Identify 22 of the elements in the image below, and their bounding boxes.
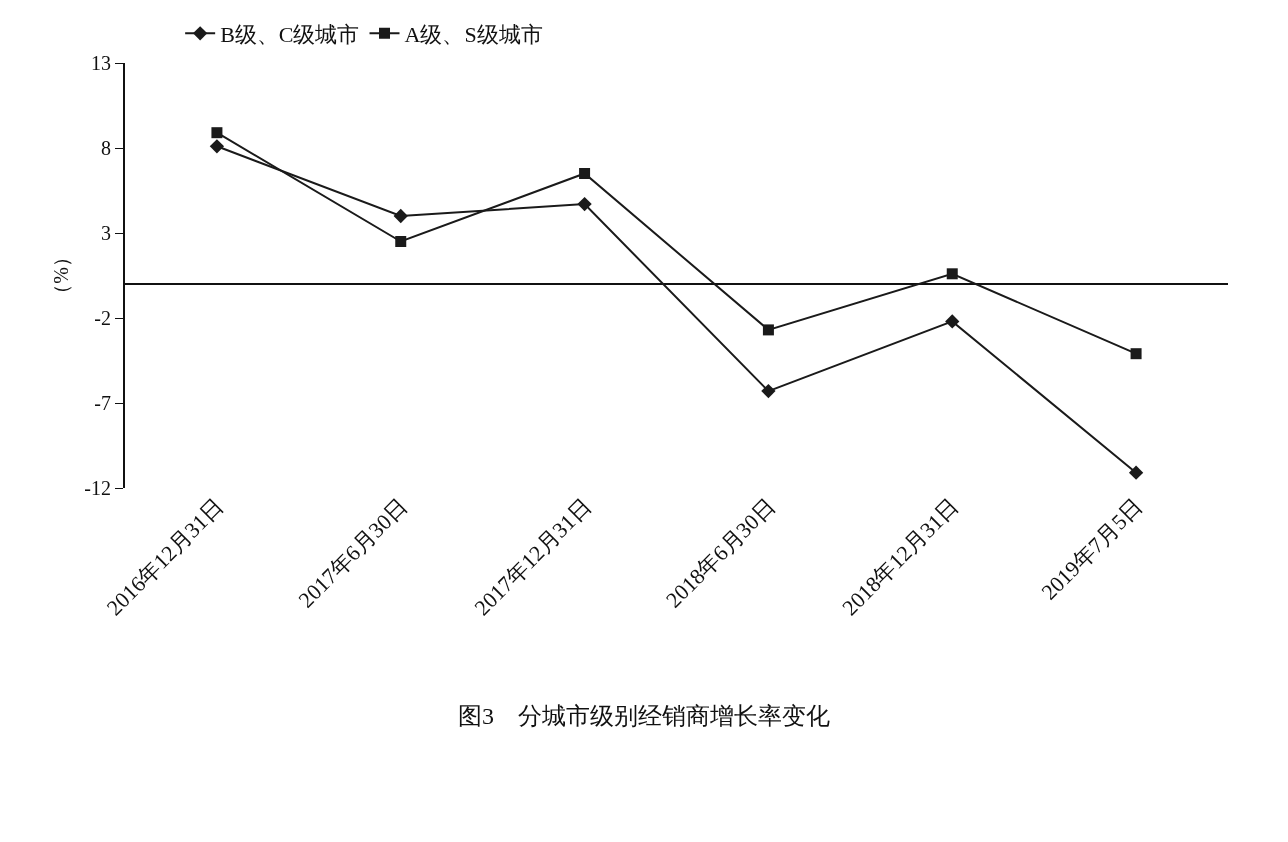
point — [762, 324, 774, 336]
point — [393, 208, 408, 224]
point — [577, 196, 592, 212]
point — [945, 314, 960, 329]
point — [395, 236, 407, 247]
y-axis-title: （%） — [50, 247, 73, 304]
text: 图3 分城市级别经销商增长率变化 — [458, 703, 830, 730]
legend-label: A级、S级城市 — [404, 21, 543, 47]
point — [579, 168, 591, 179]
y-tick-label: 8 — [101, 137, 111, 159]
point — [211, 127, 223, 139]
legend-label: B级、C级城市 — [220, 21, 360, 47]
y-tick-label: 13 — [91, 52, 111, 74]
y-tick-label: -7 — [94, 392, 111, 414]
y-tick-label: 3 — [101, 222, 111, 244]
point — [209, 139, 225, 154]
point — [1128, 465, 1144, 480]
point — [761, 383, 776, 399]
y-tick-label: -12 — [84, 477, 111, 499]
point — [1130, 348, 1142, 360]
point — [946, 268, 958, 280]
y-tick-label: -2 — [94, 307, 111, 329]
